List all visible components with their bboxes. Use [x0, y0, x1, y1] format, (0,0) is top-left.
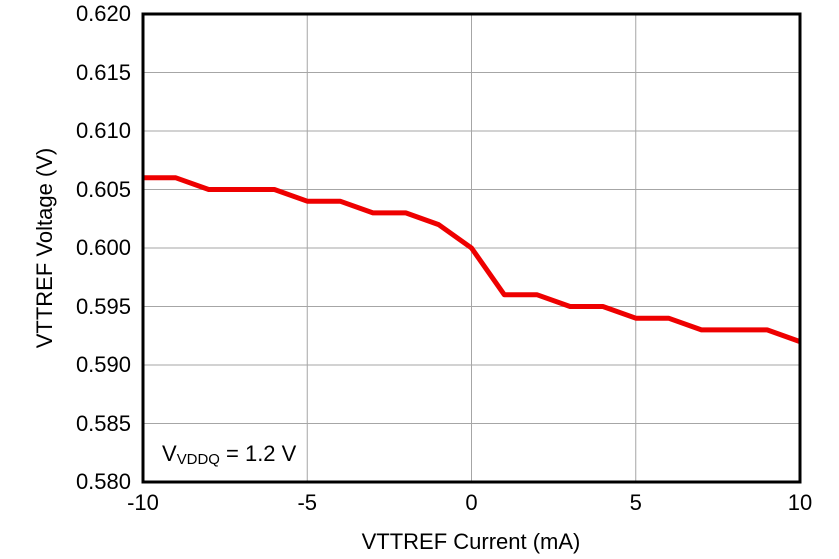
annotation-value: = 1.2 V [219, 441, 297, 466]
y-axis-tick-label: 0.595 [75, 293, 131, 319]
x-axis-tick-label: 10 [787, 490, 813, 515]
x-axis-tick-label: -10 [127, 490, 159, 515]
x-axis-tick-label: -5 [297, 490, 318, 515]
annotation-vddq: VVDDQ = 1.2 V [162, 440, 296, 468]
y-axis-tick-label: 0.580 [75, 469, 131, 494]
plot-frame [141, 12, 802, 484]
data-line [143, 175, 801, 344]
x-axis-title: VTTREF Current (mA) [361, 529, 581, 554]
x-axis-tick-label: 5 [629, 490, 642, 515]
y-axis-tick-label: 0.615 [75, 59, 131, 85]
y-axis-tick-label: 0.605 [75, 176, 131, 202]
x-axis-tick-label: 0 [465, 490, 478, 515]
y-axis-tick-label: 0.610 [75, 118, 131, 143]
y-axis-tick-label: 0.590 [75, 352, 131, 377]
y-axis-tick-label: 0.620 [75, 1, 131, 26]
y-axis-tick-label: 0.600 [75, 235, 131, 260]
y-axis-tick-label: 0.585 [75, 410, 131, 436]
annotation-subscript: VDDQ [176, 451, 220, 469]
y-axis-title: VTTREF Voltage (V) [32, 147, 57, 349]
annotation-symbol: V [162, 441, 177, 466]
